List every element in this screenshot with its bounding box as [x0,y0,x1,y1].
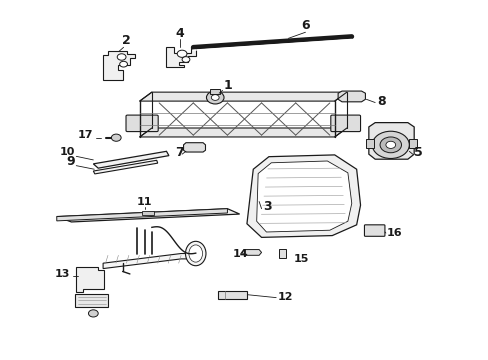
Text: 8: 8 [376,95,385,108]
Polygon shape [246,155,360,237]
Text: 14: 14 [232,249,248,259]
Text: 12: 12 [277,292,293,302]
Polygon shape [93,151,168,168]
Polygon shape [57,209,227,221]
Circle shape [120,61,127,67]
Polygon shape [103,51,135,80]
Text: 6: 6 [301,19,309,32]
Bar [217,291,246,299]
Circle shape [111,134,121,141]
Polygon shape [256,161,351,232]
Bar [210,89,220,94]
Ellipse shape [188,245,202,262]
Ellipse shape [185,241,205,266]
Polygon shape [140,128,346,137]
Bar [278,249,285,258]
Polygon shape [337,91,365,102]
Text: 11: 11 [137,197,152,207]
Circle shape [385,141,395,148]
Polygon shape [57,209,239,222]
FancyBboxPatch shape [330,115,360,132]
Text: 17: 17 [78,130,93,140]
Polygon shape [242,249,261,255]
Circle shape [182,57,189,62]
Text: 2: 2 [122,35,131,48]
Text: 3: 3 [263,201,271,213]
Circle shape [177,50,186,57]
Polygon shape [103,253,188,269]
Circle shape [379,137,401,153]
Circle shape [117,54,126,60]
Text: 7: 7 [174,145,183,159]
Text: 9: 9 [66,154,75,167]
FancyBboxPatch shape [126,115,158,132]
Circle shape [211,95,219,100]
Polygon shape [93,160,158,174]
Polygon shape [76,267,104,292]
Polygon shape [166,47,195,67]
Bar [366,139,373,148]
Circle shape [206,91,224,104]
Circle shape [88,310,98,317]
Text: 16: 16 [386,228,402,238]
Polygon shape [183,143,205,152]
Circle shape [371,131,408,158]
FancyBboxPatch shape [364,225,384,236]
Text: 5: 5 [413,146,422,159]
Text: 4: 4 [175,27,184,40]
Bar [75,294,108,307]
Text: 13: 13 [55,269,70,279]
Polygon shape [140,92,346,101]
Text: 15: 15 [293,254,308,264]
Text: 10: 10 [60,147,75,157]
Text: 1: 1 [224,78,232,91]
Bar [408,139,416,148]
Bar [142,211,154,215]
Polygon shape [368,123,413,159]
